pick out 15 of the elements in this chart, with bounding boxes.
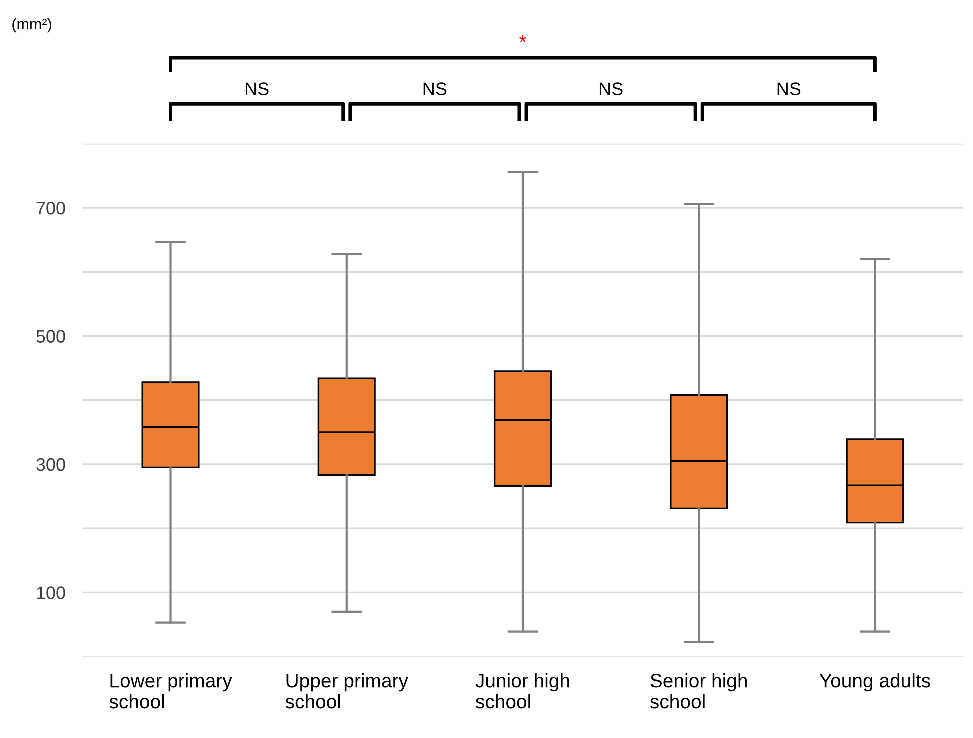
text: * xyxy=(520,35,526,42)
text: NS xyxy=(778,82,801,96)
x-tick-label: Upper primary school xyxy=(286,673,408,709)
x-tick-label: Junior high school xyxy=(476,673,570,709)
text: (mm²) xyxy=(12,18,52,33)
text: NS xyxy=(424,82,447,96)
text: NS xyxy=(246,82,269,96)
x-tick-label: Senior high school xyxy=(650,673,748,709)
x-tick-label: Young adults xyxy=(820,673,930,692)
y-tick-label: 100 xyxy=(37,586,66,600)
y-tick-label: 300 xyxy=(36,458,66,472)
y-tick-label: 700 xyxy=(36,202,66,215)
y-tick-label: 500 xyxy=(36,330,66,343)
text: NS xyxy=(600,82,623,96)
x-tick-label: Lower primary school xyxy=(110,673,232,709)
